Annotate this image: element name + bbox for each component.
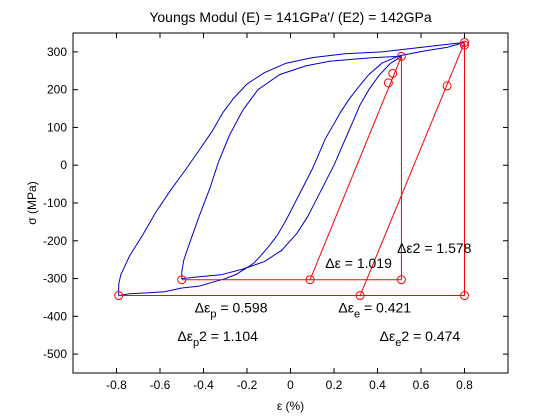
y-tick-label-4: -100 [43, 196, 67, 210]
construction-line-5 [359, 42, 465, 296]
x-tick-label-8: 0.8 [456, 378, 473, 392]
annotation-d-eps-p-part-0: Δε [195, 300, 211, 316]
annotation-d-eps-p2-part-2: 2 = 1.104 [199, 328, 258, 344]
hysteresis-loop-0 [118, 41, 465, 297]
hysteresis-loop-1 [181, 55, 402, 280]
annotation-d-eps-e2-part-1: e [395, 337, 401, 349]
construction-marker-0 [114, 291, 124, 301]
x-tick-label-1: -0.6 [150, 378, 171, 392]
chart-title: Youngs Modul (E) = 141GPa'/ (E2) = 142GP… [149, 9, 432, 25]
annotation-d-eps2-part-0: Δε2 = 1.578 [397, 240, 472, 256]
construction-marker-4 [355, 291, 365, 301]
x-tick-label-6: 0.4 [369, 378, 386, 392]
annotation-d-eps-e2-part-2: 2 = 0.474 [401, 328, 460, 344]
x-tick-label-2: -0.4 [193, 378, 214, 392]
annotation-d-eps-part-0: Δε = 1.019 [325, 255, 392, 271]
construction-marker-10 [460, 40, 469, 50]
annotation-d-eps-e: Δεe = 0.421 [338, 300, 411, 321]
y-tick-label-2: -300 [43, 272, 67, 286]
annotation-d-eps-e-part-0: Δε [338, 300, 354, 316]
y-tick-label-8: 300 [47, 45, 67, 59]
construction-marker-7 [388, 68, 398, 78]
construction-marker-2 [305, 275, 315, 285]
x-tick-label-4: 0 [287, 378, 294, 392]
construction-marker-6 [396, 51, 406, 61]
annotation-d-eps2: Δε2 = 1.578 [397, 240, 472, 256]
x-tick-label-5: 0.2 [326, 378, 343, 392]
annotation-d-eps-e-part-1: e [354, 309, 360, 321]
plot-area-frame [72, 32, 509, 374]
construction-marker-9 [442, 81, 452, 91]
construction-marker-1 [177, 275, 187, 285]
construction-marker-3 [396, 275, 406, 285]
x-tick-label-7: 0.6 [413, 378, 430, 392]
y-tick-label-0: -500 [43, 347, 67, 361]
x-axis-label: ε (%) [277, 399, 304, 413]
annotation-d-eps-e2: Δεe2 = 0.474 [380, 328, 461, 349]
construction-marker-11 [460, 37, 469, 47]
annotation-d-eps: Δε = 1.019 [325, 255, 392, 271]
x-tick-label-0: -0.8 [106, 378, 127, 392]
y-tick-label-7: 200 [47, 83, 67, 97]
annotation-d-eps-p2-part-0: Δε [177, 328, 193, 344]
annotation-d-eps-e-part-2: = 0.421 [360, 300, 411, 316]
y-axis-label: σ (MPa) [25, 181, 39, 224]
y-tick-label-6: 100 [47, 120, 67, 134]
annotation-d-eps-p-part-2: = 0.598 [217, 300, 268, 316]
annotation-d-eps-p2-part-1: p [193, 337, 199, 349]
annotation-d-eps-e2-part-0: Δε [380, 328, 396, 344]
y-tick-label-3: -200 [43, 234, 67, 248]
annotation-d-eps-p-part-1: p [210, 309, 216, 321]
y-tick-label-5: 0 [60, 158, 67, 172]
construction-marker-8 [383, 78, 393, 88]
annotation-d-eps-p2: Δεp2 = 1.104 [177, 328, 258, 349]
construction-line-4 [309, 56, 402, 280]
y-tick-label-1: -400 [43, 309, 67, 323]
construction-marker-5 [460, 291, 469, 301]
x-tick-label-3: -0.2 [237, 378, 258, 392]
annotation-d-eps-p: Δεp = 0.598 [195, 300, 268, 321]
